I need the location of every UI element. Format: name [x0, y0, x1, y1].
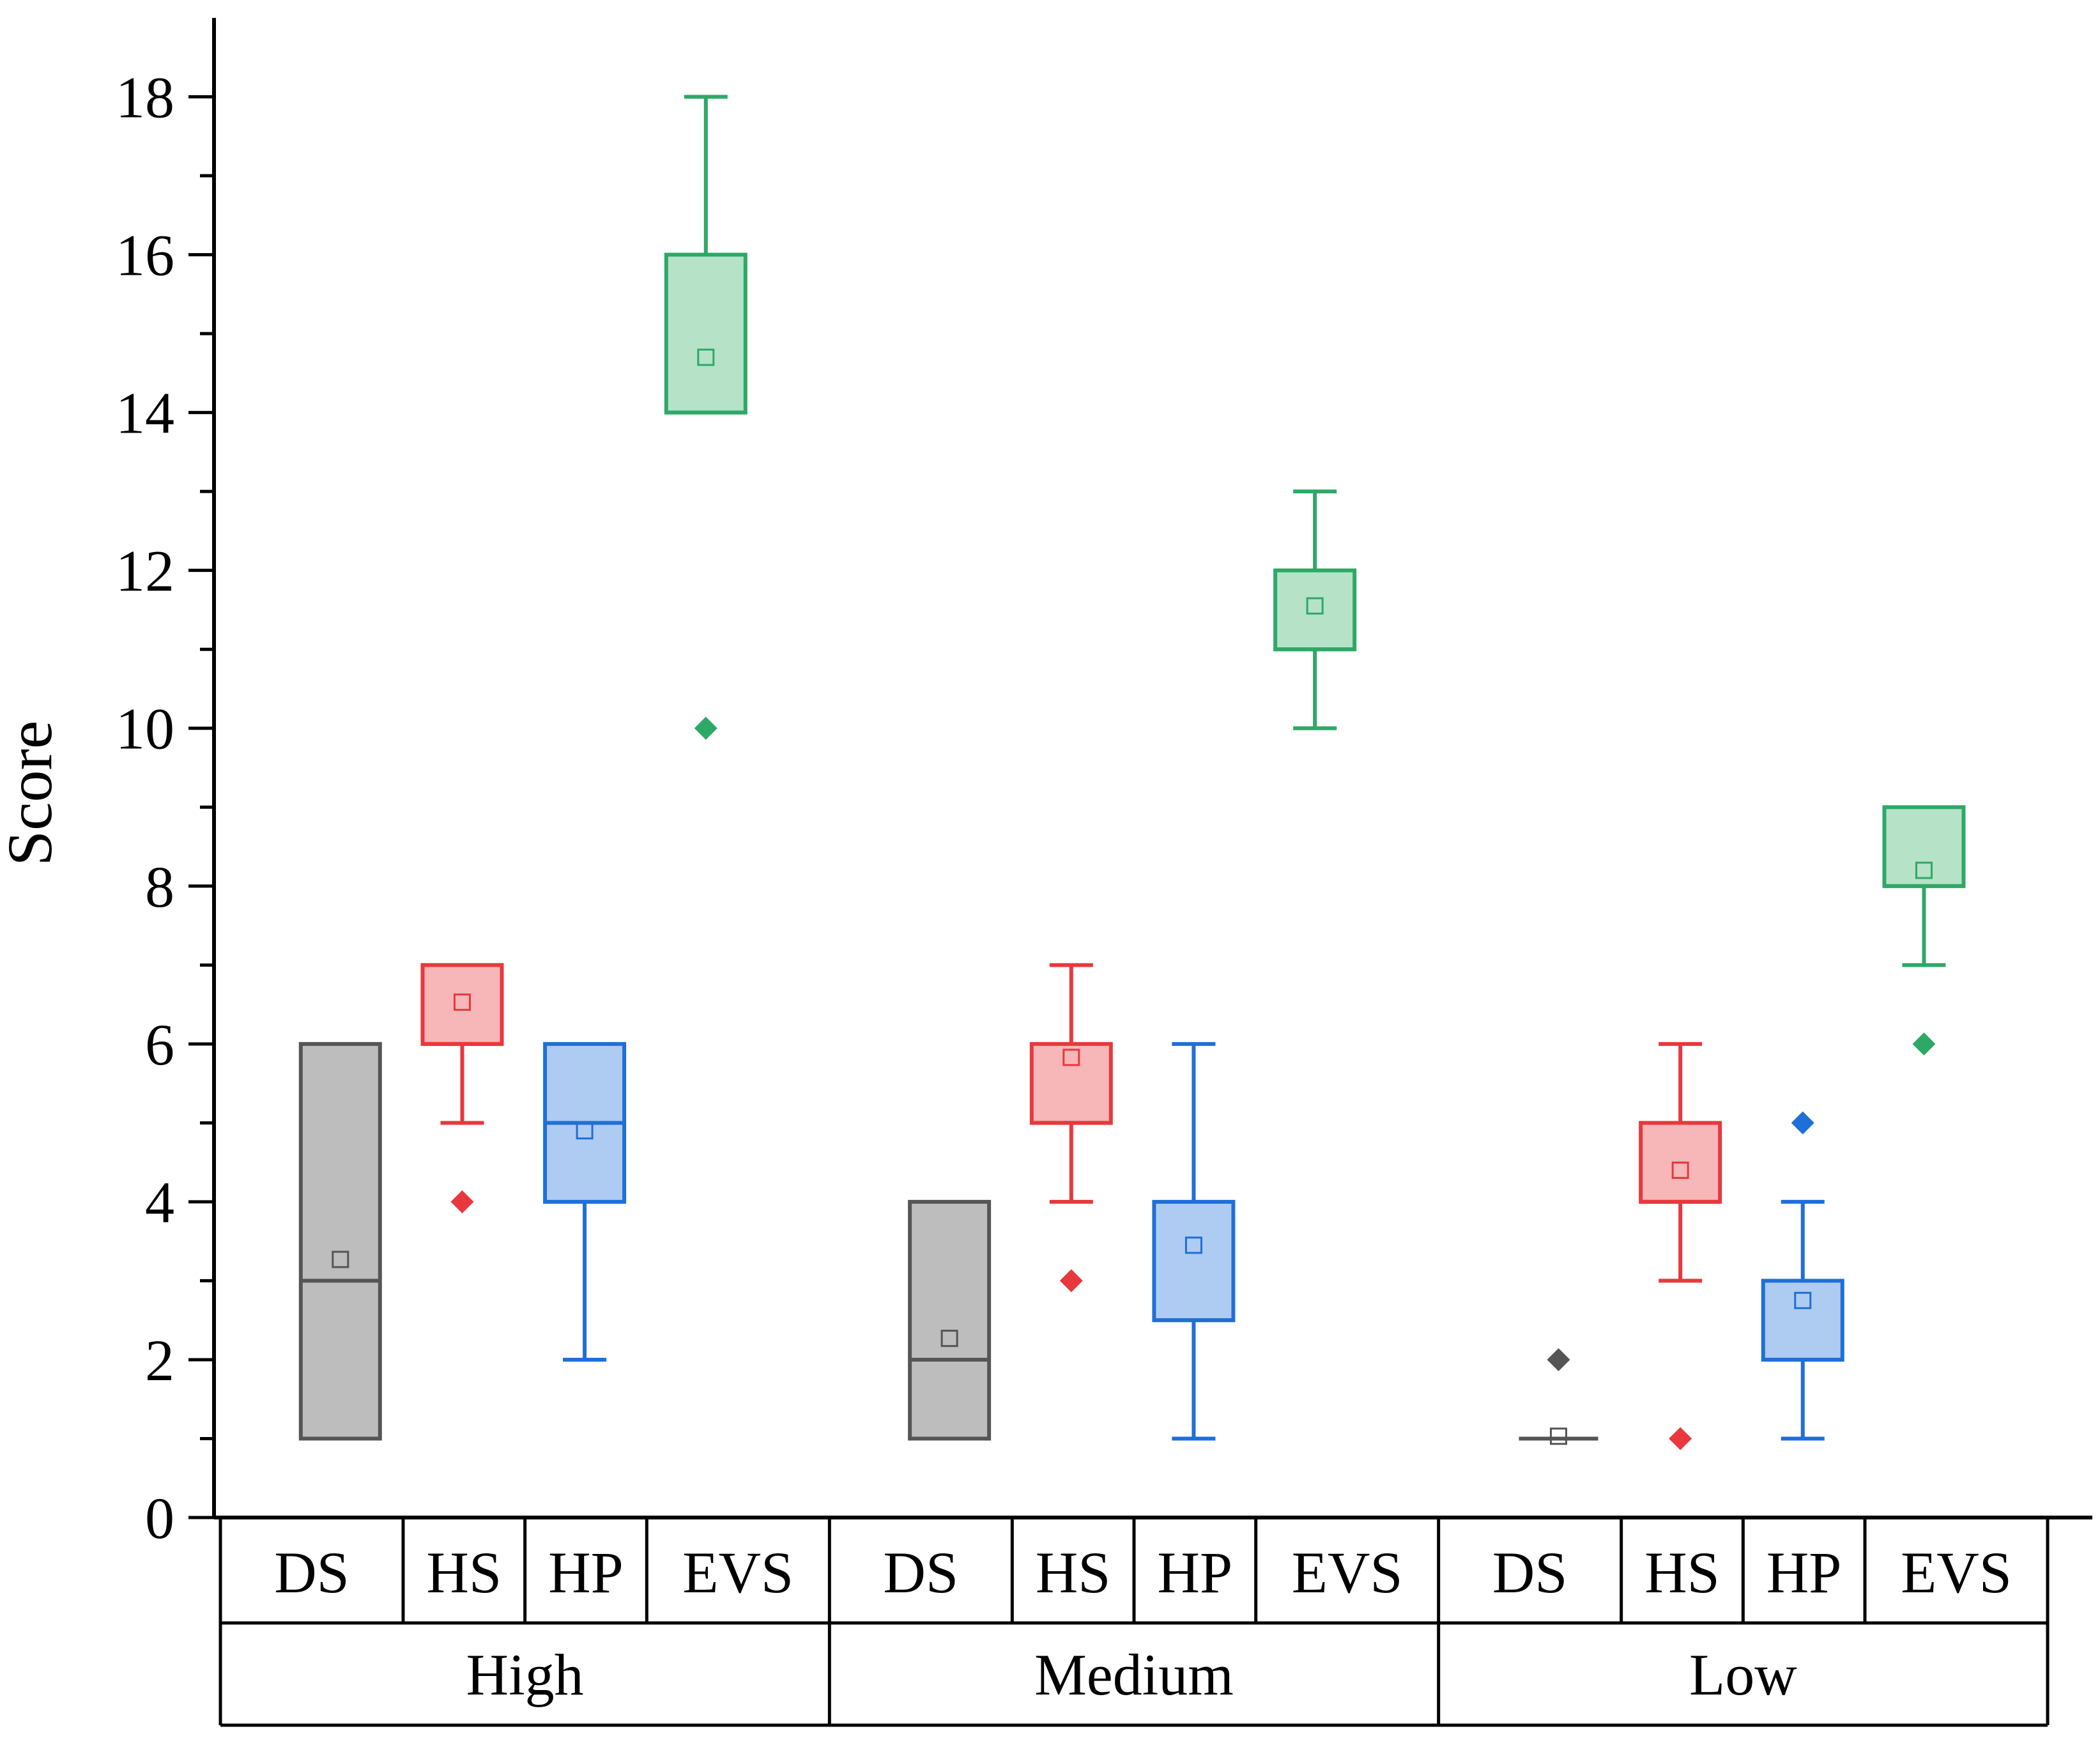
box-high-evs — [664, 95, 747, 740]
category-label: DS — [274, 1540, 349, 1605]
category-label: HS — [427, 1540, 502, 1605]
box-low-hs — [1639, 1042, 1722, 1450]
y-axis-label: Score — [0, 721, 65, 866]
box-high-hs — [420, 963, 504, 1213]
outlier-point — [1791, 1111, 1814, 1135]
category-label: EVS — [1292, 1540, 1403, 1605]
box-iqr — [664, 252, 747, 415]
y-tick-label: 4 — [145, 1170, 174, 1235]
outlier-point — [1669, 1427, 1692, 1450]
box-low-hp — [1761, 1111, 1844, 1441]
box-iqr — [908, 1199, 992, 1441]
mean-marker — [453, 993, 471, 1011]
outlier-point — [450, 1190, 474, 1213]
group-label: Low — [1689, 1642, 1797, 1707]
y-tick-label: 18 — [116, 65, 174, 130]
category-label: DS — [1492, 1540, 1568, 1605]
box-iqr — [1029, 1042, 1113, 1125]
category-label: HS — [1036, 1540, 1111, 1605]
outlier-point — [694, 716, 717, 740]
mean-marker — [332, 1250, 349, 1268]
category-label: DS — [884, 1540, 959, 1605]
mean-marker — [1549, 1427, 1567, 1445]
mean-marker — [576, 1122, 594, 1140]
mean-marker — [1062, 1049, 1080, 1066]
box-iqr — [298, 1042, 382, 1441]
box-medium-ds — [908, 1199, 992, 1441]
box-low-evs — [1882, 805, 1966, 1056]
box-iqr — [1882, 805, 1966, 888]
outlier-point — [1912, 1032, 1936, 1056]
mean-marker — [1794, 1291, 1812, 1309]
y-tick-label: 12 — [116, 539, 174, 604]
mean-marker — [1915, 861, 1933, 879]
y-tick-label: 6 — [145, 1012, 174, 1077]
mean-marker — [940, 1330, 958, 1348]
outlier-point — [1547, 1348, 1570, 1371]
mean-marker — [1184, 1236, 1202, 1254]
y-tick-label: 2 — [145, 1328, 174, 1393]
group-label: High — [466, 1642, 584, 1707]
category-label: HP — [548, 1540, 624, 1605]
box-iqr — [1273, 568, 1357, 652]
mean-marker — [1306, 597, 1324, 615]
y-tick-label: 16 — [116, 223, 174, 288]
box-iqr — [1152, 1199, 1236, 1323]
category-label: EVS — [682, 1540, 793, 1605]
category-label: HP — [1767, 1540, 1842, 1605]
box-iqr — [420, 963, 504, 1046]
category-label: HP — [1158, 1540, 1233, 1605]
outlier-point — [1059, 1269, 1083, 1293]
group-label: Medium — [1034, 1642, 1234, 1707]
y-tick-label: 8 — [145, 854, 174, 919]
box-medium-hp — [1152, 1042, 1236, 1441]
y-tick-label: 14 — [116, 381, 174, 446]
mean-marker — [697, 348, 715, 366]
y-tick-label: 10 — [116, 696, 174, 762]
box-medium-hs — [1029, 963, 1113, 1293]
box-high-ds — [298, 1042, 382, 1441]
box-medium-evs — [1273, 489, 1357, 730]
category-label: EVS — [1901, 1540, 2012, 1605]
box-high-hp — [543, 1042, 627, 1362]
y-tick-label: 0 — [145, 1486, 174, 1551]
category-label: HS — [1644, 1540, 1720, 1605]
mean-marker — [1671, 1161, 1689, 1179]
box-low-ds — [1519, 1348, 1598, 1445]
